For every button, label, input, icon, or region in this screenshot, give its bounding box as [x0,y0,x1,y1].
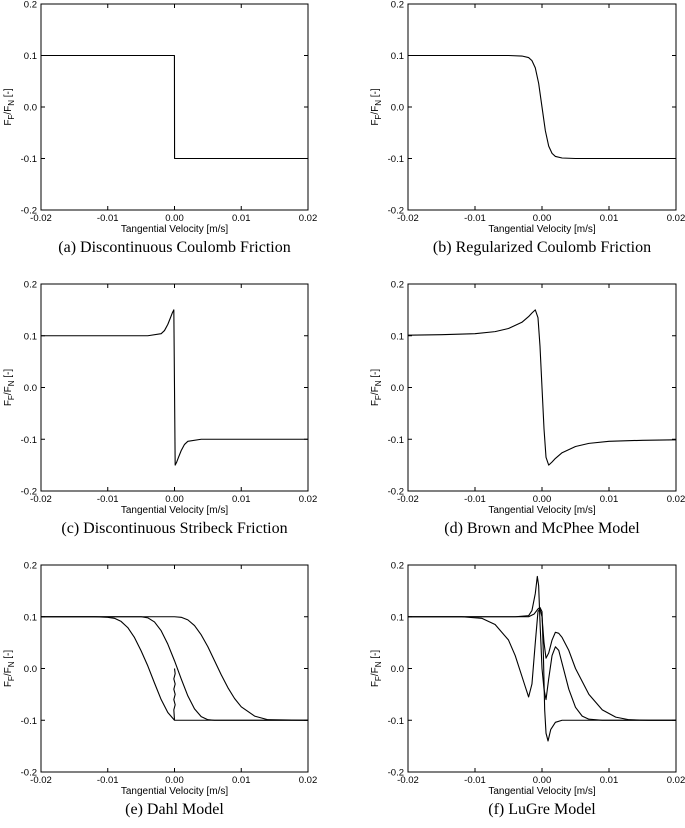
y-tick-label: -0.1 [388,435,404,446]
panel-caption: (d) Brown and McPhee Model [444,520,640,537]
y-tick-label: -0.1 [21,716,37,727]
series-line-1 [41,616,308,721]
x-axis-label: Tangential Velocity [m/s] [488,224,595,235]
x-tick-label: 0.00 [165,775,184,786]
panel-caption: (b) Regularized Coulomb Friction [433,239,651,256]
panel-caption: (e) Dahl Model [125,801,224,818]
x-tick-label: -0.02 [397,775,419,786]
x-tick-label: 0.00 [533,775,552,786]
x-axis-label: Tangential Velocity [m/s] [121,224,228,235]
y-axis-label: FF/FN [-] [3,369,16,407]
x-tick-label: 0.02 [299,775,318,786]
series-line-4 [173,668,176,721]
x-tick-label: 0.02 [667,775,685,786]
chart-panel-1: -0.02 -0.01 0.00 0.01 0.02 0.2 0.1 0.0 -0.1 -0.2 T… [3,0,317,256]
y-axis-label: FF/FN [-] [3,88,16,126]
y-tick-label: 0.1 [24,51,37,62]
x-tick-label: -0.02 [397,494,419,505]
x-axis-label: Tangential Velocity [m/s] [488,786,595,797]
panel-caption: (a) Discontinuous Coulomb Friction [58,239,290,256]
x-axis-label: Tangential Velocity [m/s] [121,786,228,797]
x-tick-label: -0.02 [30,213,52,224]
chart-panel-2: -0.02 -0.01 0.00 0.01 0.02 0.2 0.1 0.0 -0.1 -0.2 T… [370,0,685,256]
x-tick-label: -0.01 [97,213,119,224]
x-tick-label: -0.01 [97,775,119,786]
y-tick-label: 0.0 [391,664,404,675]
x-tick-label: 0.02 [299,213,318,224]
x-tick-label: -0.01 [97,494,119,505]
x-axis-label: Tangential Velocity [m/s] [121,505,228,516]
x-tick-label: 0.01 [600,213,619,224]
x-tick-label: -0.02 [397,213,419,224]
x-tick-label: 0.02 [299,494,318,505]
series-line-3 [41,616,309,721]
y-tick-label: 0.2 [24,0,37,11]
y-tick-label: -0.1 [388,716,404,727]
series-line-1 [407,309,677,466]
y-tick-label: 0.0 [24,103,37,114]
y-tick-label: 0.1 [391,612,404,623]
y-axis-label: FF/FN [-] [370,88,383,126]
y-tick-label: -0.1 [21,435,37,446]
y-tick-label: 0.2 [24,280,37,291]
x-tick-label: -0.02 [30,494,52,505]
y-tick-label: 0.2 [391,280,404,291]
y-tick-label: -0.2 [388,206,404,217]
x-tick-label: 0.01 [232,213,251,224]
y-axis-label: FF/FN [-] [370,369,383,407]
x-tick-label: 0.00 [165,213,184,224]
x-tick-label: 0.02 [667,494,685,505]
x-tick-label: 0.00 [533,494,552,505]
y-tick-label: 0.1 [391,331,404,342]
y-axis-label: FF/FN [-] [3,650,16,688]
chart-panel-5: -0.02 -0.01 0.00 0.01 0.02 0.2 0.1 0.0 -0.1 -0.2 T… [3,561,317,819]
x-tick-label: 0.01 [232,494,251,505]
y-tick-label: -0.2 [388,487,404,498]
series-line-1 [41,54,308,160]
chart-panel-4: -0.02 -0.01 0.00 0.01 0.02 0.2 0.1 0.0 -0.1 -0.2 T… [370,280,685,538]
y-tick-label: 0.0 [391,383,404,394]
x-tick-label: 0.01 [600,775,619,786]
x-tick-label: 0.01 [600,494,619,505]
series-line-3 [408,606,676,742]
series-line-1 [408,54,676,160]
x-tick-label: -0.02 [30,775,52,786]
x-tick-label: -0.01 [464,213,486,224]
y-tick-label: 0.2 [391,0,404,11]
panel-caption: (f) LuGre Model [488,801,596,818]
series-line-1 [41,309,308,466]
y-tick-label: 0.0 [24,383,37,394]
y-tick-label: 0.0 [24,664,37,675]
y-tick-label: 0.1 [24,612,37,623]
y-tick-label: -0.1 [21,154,37,165]
x-tick-label: 0.02 [667,213,685,224]
y-tick-label: 0.0 [391,103,404,114]
panel-caption: (c) Discontinuous Stribeck Friction [61,520,287,537]
x-axis-label: Tangential Velocity [m/s] [488,505,595,516]
y-tick-label: 0.1 [24,331,37,342]
y-tick-label: -0.2 [21,768,37,779]
y-tick-label: 0.1 [391,51,404,62]
y-tick-label: -0.2 [21,487,37,498]
x-tick-label: -0.01 [464,494,486,505]
y-tick-label: -0.1 [388,154,404,165]
y-tick-label: -0.2 [388,768,404,779]
chart-panel-6: -0.02 -0.01 0.00 0.01 0.02 0.2 0.1 0.0 -0.1 -0.2 T… [370,561,685,819]
x-tick-label: 0.00 [533,213,552,224]
series-line-2 [408,575,676,721]
y-axis-label: FF/FN [-] [370,650,383,688]
x-tick-label: -0.01 [464,775,486,786]
series-line-1 [408,608,676,721]
y-tick-label: 0.2 [24,561,37,572]
x-tick-label: 0.00 [165,494,184,505]
chart-panel-3: -0.02 -0.01 0.00 0.01 0.02 0.2 0.1 0.0 -0.1 -0.2 T… [3,280,317,538]
x-tick-label: 0.01 [232,775,251,786]
y-tick-label: 0.2 [391,561,404,572]
y-tick-label: -0.2 [21,206,37,217]
